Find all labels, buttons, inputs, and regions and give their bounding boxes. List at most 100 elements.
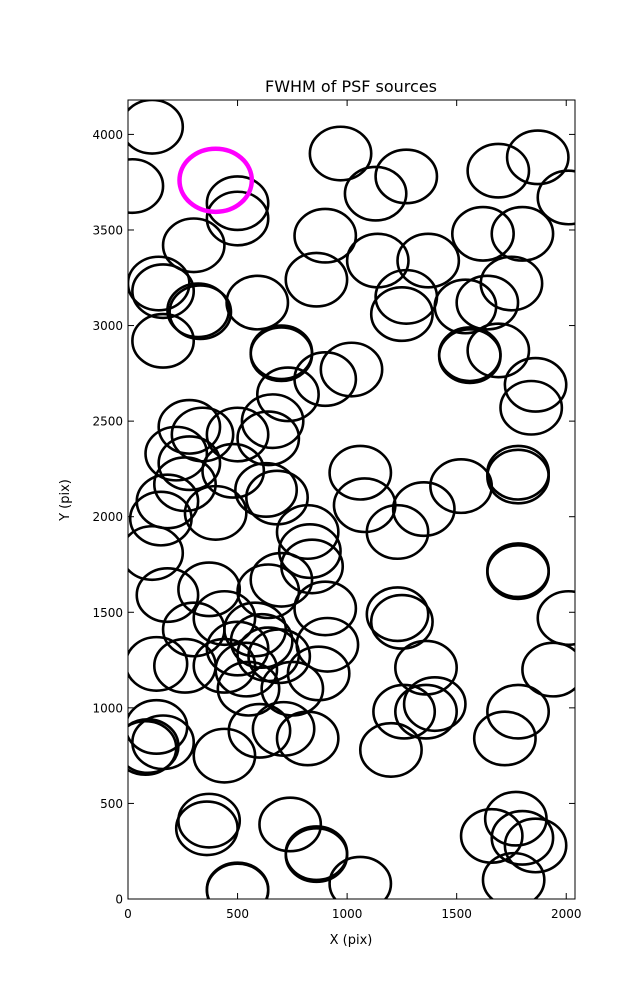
source-circle-107	[174, 800, 239, 857]
source-circle-27	[131, 312, 196, 369]
source-circle-11	[450, 205, 515, 262]
source-circle-76	[229, 612, 294, 670]
source-circle-24	[166, 282, 231, 339]
source-circle-65	[249, 551, 314, 608]
x-tick-label-1000: 1000	[332, 907, 363, 921]
source-circle-4	[466, 142, 531, 199]
source-circle-59	[365, 503, 430, 561]
source-circle-90	[402, 675, 467, 733]
source-circle-5	[374, 148, 439, 205]
source-circle-35	[503, 356, 568, 413]
plot-frame	[127, 99, 576, 900]
source-circle-55	[391, 480, 456, 538]
source-circle-44	[157, 435, 222, 492]
source-circle-9	[205, 190, 270, 247]
source-circle-22	[433, 278, 498, 335]
chart-title: FWHM of PSF sources	[265, 77, 437, 96]
source-circle-73	[536, 589, 575, 647]
source-circle-50	[234, 461, 299, 519]
axes-layer: 0 500 1000 1500 2000 0 500 1000 1500 2000 2500 3000…	[92, 99, 582, 921]
source-circle-45	[201, 442, 266, 499]
source-circle-16	[284, 251, 349, 308]
source-circle-102	[358, 721, 423, 778]
source-circle-15	[396, 232, 461, 289]
source-circle-61	[128, 524, 185, 582]
source-circle-97	[275, 710, 340, 767]
source-circle-101	[128, 719, 178, 777]
source-circle-105	[258, 796, 323, 853]
source-circle-71	[369, 593, 434, 650]
y-tick-label-2500: 2500	[92, 415, 123, 429]
source-circle-26	[369, 286, 434, 343]
source-circle-48	[486, 448, 551, 505]
source-circle-83	[192, 637, 257, 694]
source-circle-34	[293, 351, 358, 408]
y-tick-label-4000: 4000	[92, 128, 123, 142]
source-circle-68	[135, 567, 200, 624]
y-tick-label-1000: 1000	[92, 701, 123, 715]
source-circle-13	[161, 217, 226, 274]
source-circle-86	[521, 641, 575, 698]
source-circle-29	[249, 326, 314, 383]
source-circle-2	[505, 129, 570, 186]
source-circle-99	[472, 710, 537, 767]
source-circle-81	[128, 635, 189, 692]
source-circle-14	[345, 232, 410, 289]
source-circle-114	[328, 855, 393, 899]
source-circle-7	[536, 169, 575, 226]
source-circle-93	[486, 683, 551, 740]
highlight-circle-0	[177, 146, 255, 215]
source-circle-31	[437, 328, 502, 385]
source-circle-32	[466, 322, 531, 379]
x-axis-label: X (pix)	[330, 933, 373, 948]
source-circle-67	[236, 563, 301, 620]
y-tick-label-500: 500	[100, 797, 123, 811]
source-circle-40	[170, 406, 235, 463]
source-circle-3	[128, 157, 165, 215]
source-circle-96	[227, 702, 292, 759]
source-circle-64	[486, 544, 551, 601]
source-circle-25	[168, 284, 233, 341]
source-circle-112	[284, 826, 349, 884]
source-circle-46	[328, 444, 393, 501]
source-circle-66	[177, 561, 242, 618]
source-circle-21	[455, 274, 520, 331]
source-circle-36	[255, 366, 320, 423]
y-tick-label-2000: 2000	[92, 510, 123, 524]
source-circle-56	[183, 484, 248, 541]
y-axis-label: Y (pix)	[58, 479, 73, 522]
source-circle-85	[394, 639, 458, 696]
source-circle-106	[483, 790, 548, 847]
x-tick-label-1500: 1500	[441, 907, 472, 921]
source-circle-38	[240, 393, 305, 450]
source-circle-91	[372, 683, 437, 740]
source-circle-75	[161, 601, 226, 658]
source-circle-84	[214, 641, 279, 698]
source-circle-87	[286, 645, 351, 702]
source-circle-39	[157, 398, 222, 455]
data-layer	[128, 100, 575, 899]
x-tick-label-500: 500	[226, 907, 249, 921]
source-circle-42	[236, 410, 301, 467]
source-circle-54	[332, 477, 397, 534]
source-circle-57	[128, 490, 193, 547]
x-tick-label-2000: 2000	[551, 907, 582, 921]
y-tick-label-3000: 3000	[92, 319, 123, 333]
source-circle-0	[128, 100, 185, 155]
source-circle-82	[152, 637, 217, 694]
source-circle-33	[319, 341, 384, 398]
source-circle-41	[205, 406, 270, 463]
source-circle-92	[394, 683, 458, 740]
source-circle-47	[486, 444, 551, 501]
source-circle-103	[192, 727, 257, 784]
y-tick-label-3500: 3500	[92, 223, 123, 237]
source-circle-23	[225, 274, 290, 331]
source-circle-116	[205, 862, 270, 899]
source-circle-19	[479, 255, 544, 312]
source-circle-51	[429, 458, 494, 515]
source-circle-12	[490, 205, 555, 262]
source-circle-89	[216, 660, 281, 717]
y-tick-label-0: 0	[115, 893, 123, 907]
source-circle-8	[205, 175, 270, 232]
